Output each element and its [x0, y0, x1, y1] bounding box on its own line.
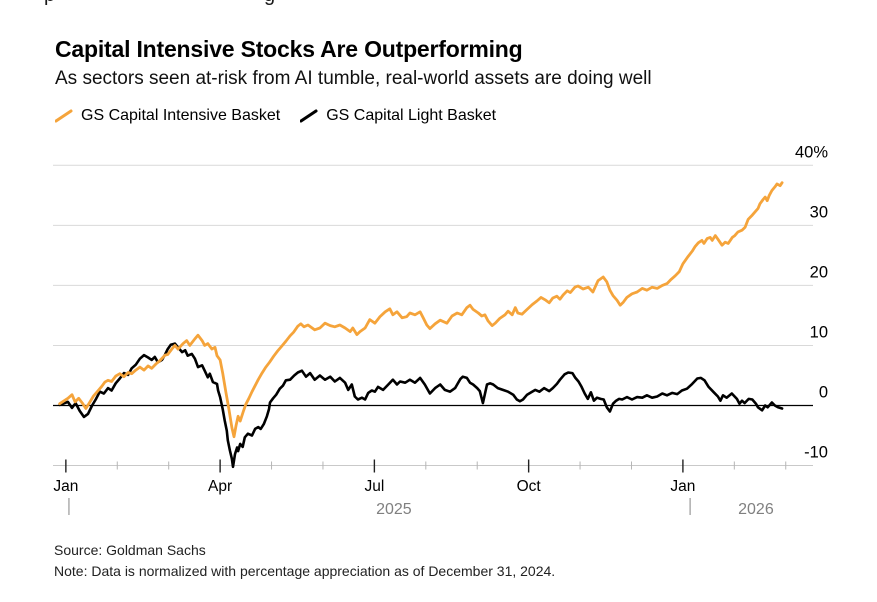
x-axis-label: Jul [364, 478, 384, 495]
x-axis-label: Apr [208, 478, 232, 495]
note-line: Note: Data is normalized with percentage… [54, 563, 556, 579]
cropped-glyph-fragment: p [44, 0, 55, 7]
y-axis-label: 0 [819, 384, 828, 402]
chart-footer: Source: Goldman Sachs Note: Data is norm… [54, 540, 555, 582]
y-axis-label: 40% [795, 143, 828, 161]
series-line [58, 342, 784, 469]
black-slash-icon [300, 109, 318, 123]
x-axis-label: Jan [670, 478, 695, 495]
y-axis-label: -10 [804, 444, 828, 462]
series-line [58, 181, 784, 439]
chart-subtitle: As sectors seen at-risk from AI tumble, … [55, 68, 652, 89]
year-label: 2025 [376, 501, 412, 518]
chart-title: Capital Intensive Stocks Are Outperformi… [55, 36, 523, 62]
x-axis-label: Oct [517, 478, 542, 495]
legend-item-light: GS Capital Light Basket [300, 107, 496, 125]
y-axis-label: 10 [810, 323, 828, 341]
cropped-text-strip: p g [0, 0, 877, 7]
legend: GS Capital Intensive Basket GS Capital L… [55, 107, 496, 125]
x-axis-label: Jan [53, 478, 78, 495]
y-axis-label: 30 [810, 203, 828, 221]
legend-label: GS Capital Intensive Basket [81, 107, 281, 124]
year-label: 2026 [738, 501, 774, 518]
legend-label: GS Capital Light Basket [326, 107, 497, 124]
source-line: Source: Goldman Sachs [54, 542, 206, 558]
orange-slash-icon [55, 109, 73, 123]
cropped-glyph-fragment: g [264, 0, 275, 7]
y-axis-label: 20 [810, 263, 828, 281]
legend-item-intensive: GS Capital Intensive Basket [55, 107, 280, 125]
